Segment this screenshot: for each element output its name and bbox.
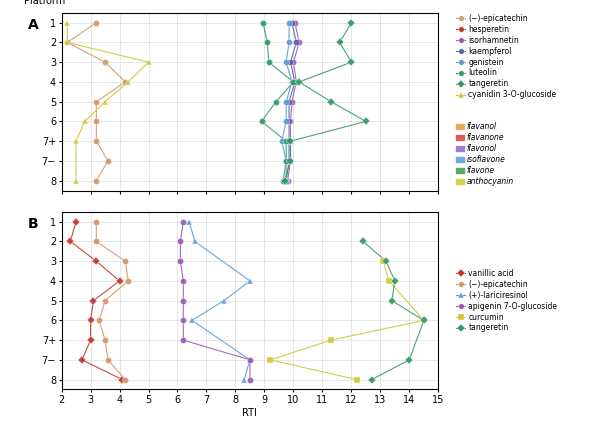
Text: B: B [28, 217, 38, 231]
X-axis label: RTI: RTI [243, 408, 257, 418]
Legend: flavanol, flavanone, flavonol, isoflavone, flavone, anthocyanin: flavanol, flavanone, flavonol, isoflavon… [455, 122, 515, 187]
Text: Platform: Platform [24, 0, 65, 6]
Legend: vanillic acid, (−)-epicatechin, (+)-lariciresinol, apigenin 7-O-glucoside, curcu: vanillic acid, (−)-epicatechin, (+)-lari… [455, 268, 558, 333]
Text: A: A [28, 18, 38, 32]
